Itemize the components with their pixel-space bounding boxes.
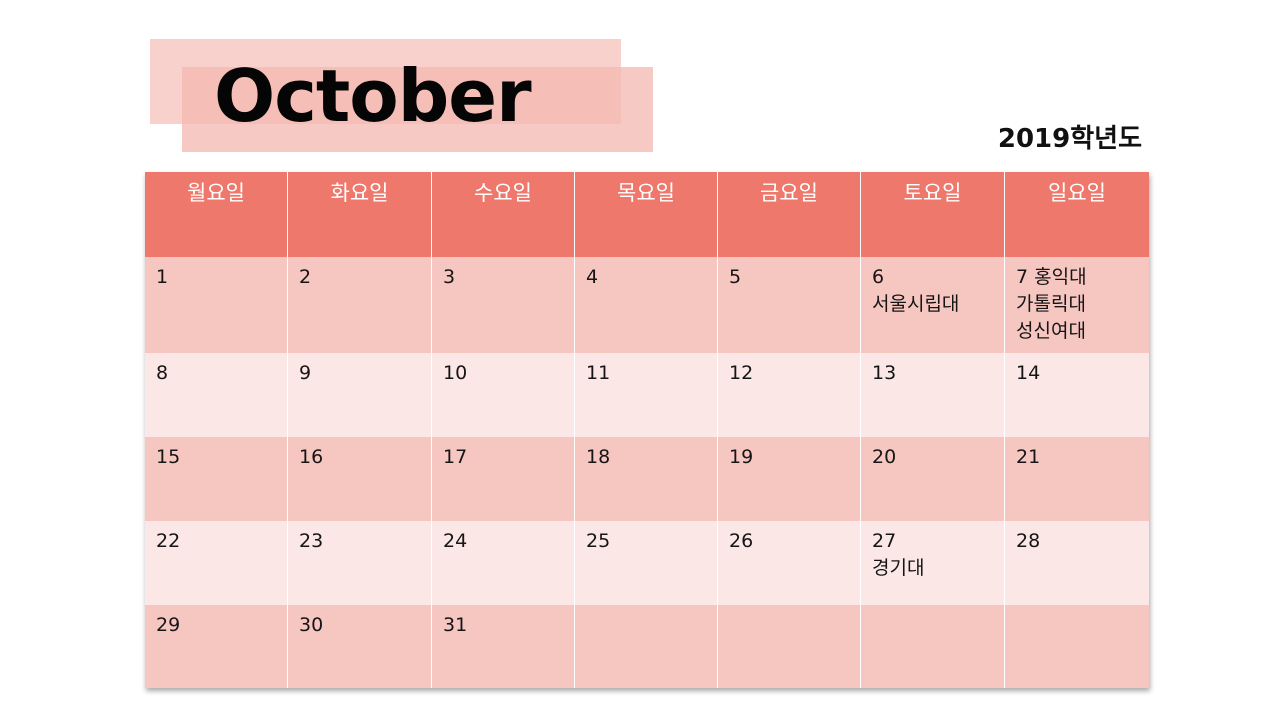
day-cell: 15 [145, 437, 288, 521]
day-cell: 19 [718, 437, 861, 521]
day-cell: 11 [575, 353, 718, 437]
day-cell: 8 [145, 353, 288, 437]
weekday-header: 수요일 [432, 172, 575, 257]
day-cell: 3 [432, 257, 575, 353]
day-cell: 13 [861, 353, 1005, 437]
day-cell [718, 605, 861, 688]
day-cell: 27 경기대 [861, 521, 1005, 605]
weekday-header: 화요일 [288, 172, 432, 257]
day-cell: 10 [432, 353, 575, 437]
day-cell: 1 [145, 257, 288, 353]
day-cell: 16 [288, 437, 432, 521]
day-cell: 25 [575, 521, 718, 605]
day-cell: 18 [575, 437, 718, 521]
day-cell: 4 [575, 257, 718, 353]
day-cell: 31 [432, 605, 575, 688]
academic-year-label: 2019학년도 [997, 124, 1142, 154]
day-cell: 21 [1005, 437, 1149, 521]
calendar-grid: 월요일 화요일 수요일 목요일 금요일 토요일 일요일 1 2 3 4 5 6 … [145, 172, 1149, 688]
title-decoration-front [182, 67, 653, 152]
weekday-header: 월요일 [145, 172, 288, 257]
day-cell: 30 [288, 605, 432, 688]
month-title: October [214, 54, 532, 138]
day-cell: 29 [145, 605, 288, 688]
day-cell: 26 [718, 521, 861, 605]
day-cell: 23 [288, 521, 432, 605]
day-cell: 12 [718, 353, 861, 437]
day-cell: 17 [432, 437, 575, 521]
day-cell: 2 [288, 257, 432, 353]
weekday-header: 일요일 [1005, 172, 1149, 257]
day-cell: 22 [145, 521, 288, 605]
day-cell: 14 [1005, 353, 1149, 437]
day-cell: 20 [861, 437, 1005, 521]
weekday-header: 금요일 [718, 172, 861, 257]
day-cell: 6 서울시립대 [861, 257, 1005, 353]
day-cell: 28 [1005, 521, 1149, 605]
day-cell: 24 [432, 521, 575, 605]
day-cell: 5 [718, 257, 861, 353]
day-cell [1005, 605, 1149, 688]
weekday-header: 토요일 [861, 172, 1005, 257]
day-cell: 7 홍익대 가톨릭대 성신여대 [1005, 257, 1149, 353]
day-cell [575, 605, 718, 688]
weekday-header: 목요일 [575, 172, 718, 257]
day-cell: 9 [288, 353, 432, 437]
day-cell [861, 605, 1005, 688]
